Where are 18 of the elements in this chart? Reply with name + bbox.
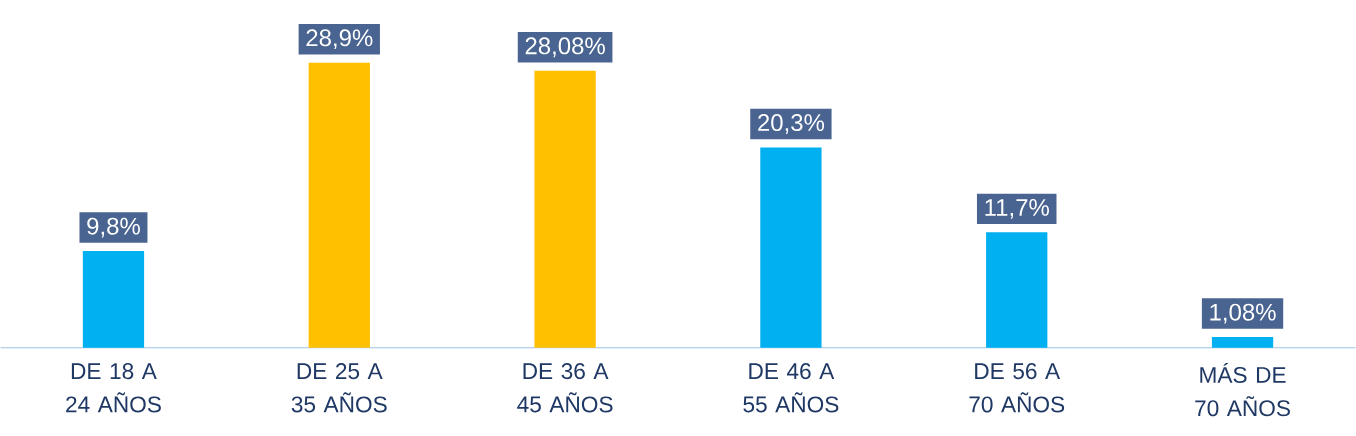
data-label: 28,08% xyxy=(525,37,605,58)
bar xyxy=(82,251,145,348)
x-tick-label: DE 18 A 24 AÑOS xyxy=(66,363,161,413)
data-label: 1,08% xyxy=(1210,303,1276,324)
data-label: 28,9% xyxy=(306,29,373,50)
bar xyxy=(986,232,1048,348)
x-tick-label: DE 56 A 70 AÑOS xyxy=(969,363,1065,413)
data-label: 20,3% xyxy=(758,114,825,135)
x-tick-label: MÁS DE 70 AÑOS xyxy=(1195,363,1290,417)
x-tick-label: DE 36 A 45 AÑOS xyxy=(517,363,613,413)
bar xyxy=(760,147,822,348)
data-label: 11,7% xyxy=(985,199,1049,219)
data-label: 9,8% xyxy=(87,217,140,238)
bar xyxy=(1211,337,1274,348)
x-tick-label: DE 25 A 35 AÑOS xyxy=(291,363,387,413)
bar xyxy=(308,62,370,348)
x-tick-label: DE 46 A 55 AÑOS xyxy=(743,363,839,413)
bar xyxy=(534,70,596,348)
